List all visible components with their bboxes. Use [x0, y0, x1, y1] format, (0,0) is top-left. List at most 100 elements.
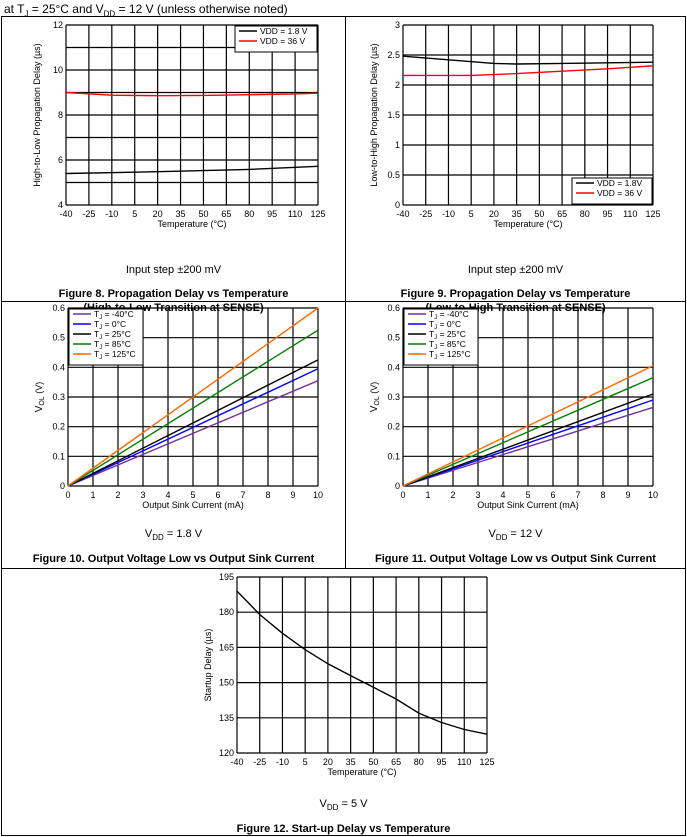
- x-tick-label: 3: [475, 490, 480, 500]
- legend-label: TJ = 25°C: [429, 329, 466, 341]
- y-tick-label: 0.3: [387, 392, 400, 402]
- figure-9-chart: -40 -25 -10 5 20 35 50 65 80 95 110 125 0 0.5 1 1.5 2 2.5…: [369, 20, 661, 229]
- figure-11-chart: 0 1 2 3 4 5 6 7 8 9 10 0 0.1 0.2 0.3 0.4 0.5 0.6 Output Si…: [369, 303, 658, 510]
- x-tick-label: 125: [479, 757, 494, 767]
- x-tick-label: -10: [105, 209, 118, 219]
- x-tick-label: 5: [525, 490, 530, 500]
- x-tick-label: 0: [400, 490, 405, 500]
- figure-10-panel: 0 1 2 3 4 5 6 7 8 9 10 0 0.1 0.2 0.3 0.4 0.5 0.6 Output Si…: [1, 301, 346, 569]
- legend-label: TJ = 85°C: [94, 339, 131, 351]
- x-tick-label: -40: [230, 757, 243, 767]
- x-tick-label: 35: [512, 209, 522, 219]
- series-line: [236, 590, 488, 735]
- x-axis-label: Output Sink Current (mA): [477, 500, 579, 510]
- y-tick-label: 0.4: [52, 362, 65, 372]
- y-tick-label: 120: [219, 748, 234, 758]
- x-tick-label: 35: [176, 209, 186, 219]
- x-tick-label: 7: [240, 490, 245, 500]
- x-tick-label: 110: [288, 209, 302, 219]
- x-axis-label: Output Sink Current (mA): [142, 500, 244, 510]
- x-tick-label: 80: [580, 209, 590, 219]
- series-line: [67, 307, 319, 487]
- series-line: [402, 393, 654, 487]
- y-tick-label: 150: [219, 678, 234, 688]
- series-line: [402, 365, 654, 487]
- series-line: [67, 368, 319, 487]
- y-axis-label: VOL (V): [34, 382, 46, 413]
- y-tick-label: 0.5: [52, 333, 65, 343]
- series-line: [403, 65, 654, 77]
- y-tick-label: 0.1: [52, 451, 65, 461]
- x-tick-label: -25: [253, 757, 266, 767]
- x-axis-label: Temperature (°C): [327, 767, 396, 777]
- legend-label: TJ = 0°C: [429, 319, 461, 331]
- x-tick-label: 50: [198, 209, 208, 219]
- x-tick-label: 0: [65, 490, 70, 500]
- figure-10-chart: 0 1 2 3 4 5 6 7 8 9 10 0 0.1 0.2 0.3 0.4 0.5 0.6 Output Si…: [34, 303, 323, 510]
- legend-label: TJ = 125°C: [429, 349, 471, 361]
- x-tick-label: -40: [396, 209, 409, 219]
- y-tick-label: 0.4: [387, 362, 400, 372]
- x-tick-label: 5: [469, 209, 474, 219]
- series-line: [65, 165, 319, 175]
- series-line: [402, 55, 654, 65]
- x-tick-label: 4: [165, 490, 170, 500]
- x-tick-label: 5: [303, 757, 308, 767]
- x-tick-label: 5: [132, 209, 137, 219]
- series-line: [67, 359, 319, 487]
- x-tick-label: 6: [550, 490, 555, 500]
- x-tick-label: 80: [414, 757, 424, 767]
- x-tick-label: -25: [82, 209, 95, 219]
- x-tick-label: 50: [534, 209, 544, 219]
- x-tick-label: 110: [623, 209, 637, 219]
- x-tick-label: 9: [290, 490, 295, 500]
- figure-9-condition: Input step ±200 mV: [467, 264, 564, 276]
- y-tick-label: 0.6: [52, 303, 65, 313]
- y-tick-label: 0.5: [387, 333, 400, 343]
- legend-box: [403, 308, 479, 366]
- legend-label: TJ = -40°C: [429, 309, 469, 321]
- figure-8-chart: -40 -25 -10 5 20 35 50 65 80 95 110 125 4 6 8 10 12 Tempe…: [32, 20, 326, 229]
- legend-label: VDD = 36 V: [597, 188, 642, 198]
- legend-label: VDD = 1.8V: [597, 178, 642, 188]
- x-tick-label: 7: [575, 490, 580, 500]
- series-line: [67, 380, 319, 487]
- y-tick-label: 0: [395, 200, 400, 210]
- legend-label: TJ = 85°C: [429, 339, 466, 351]
- x-tick-label: 3: [140, 490, 145, 500]
- x-tick-label: 10: [313, 490, 323, 500]
- figure-10-caption: Figure 10. Output Voltage Low vs Output …: [32, 553, 315, 565]
- legend-box: [68, 308, 144, 366]
- x-tick-label: 2: [450, 490, 455, 500]
- x-tick-label: -10: [442, 209, 455, 219]
- figure-8-condition: Input step ±200 mV: [125, 264, 222, 276]
- y-tick-label: 3: [395, 20, 400, 30]
- y-tick-label: 6: [58, 155, 63, 165]
- y-tick-label: 2.5: [387, 50, 400, 60]
- legend-label: TJ = -40°C: [94, 309, 134, 321]
- y-tick-label: 165: [219, 642, 234, 652]
- x-tick-label: 65: [391, 757, 401, 767]
- y-tick-label: 0.6: [387, 303, 400, 313]
- x-tick-label: 95: [437, 757, 447, 767]
- y-tick-label: 0: [395, 481, 400, 491]
- x-tick-label: 4: [500, 490, 505, 500]
- y-tick-label: 8: [58, 110, 63, 120]
- x-tick-label: 65: [557, 209, 567, 219]
- legend-label: VDD = 1.8 V: [260, 26, 308, 36]
- x-tick-label: 95: [603, 209, 613, 219]
- x-axis-label: Temperature (°C): [493, 219, 562, 229]
- x-tick-label: 35: [346, 757, 356, 767]
- y-tick-label: 195: [219, 572, 234, 582]
- y-axis-label: VOL (V): [369, 382, 381, 413]
- x-tick-label: 80: [244, 209, 254, 219]
- y-tick-label: 0: [60, 481, 65, 491]
- x-tick-label: 125: [645, 209, 660, 219]
- legend: TJ = -40°CTJ = 0°CTJ = 25°CTJ = 85°CTJ =…: [403, 308, 479, 366]
- x-tick-label: 110: [457, 757, 471, 767]
- y-axis-label: High-to-Low Propagation Delay (µs): [32, 43, 42, 186]
- x-tick-label: 8: [265, 490, 270, 500]
- fig12-grid: [236, 576, 488, 754]
- x-tick-label: 20: [489, 209, 499, 219]
